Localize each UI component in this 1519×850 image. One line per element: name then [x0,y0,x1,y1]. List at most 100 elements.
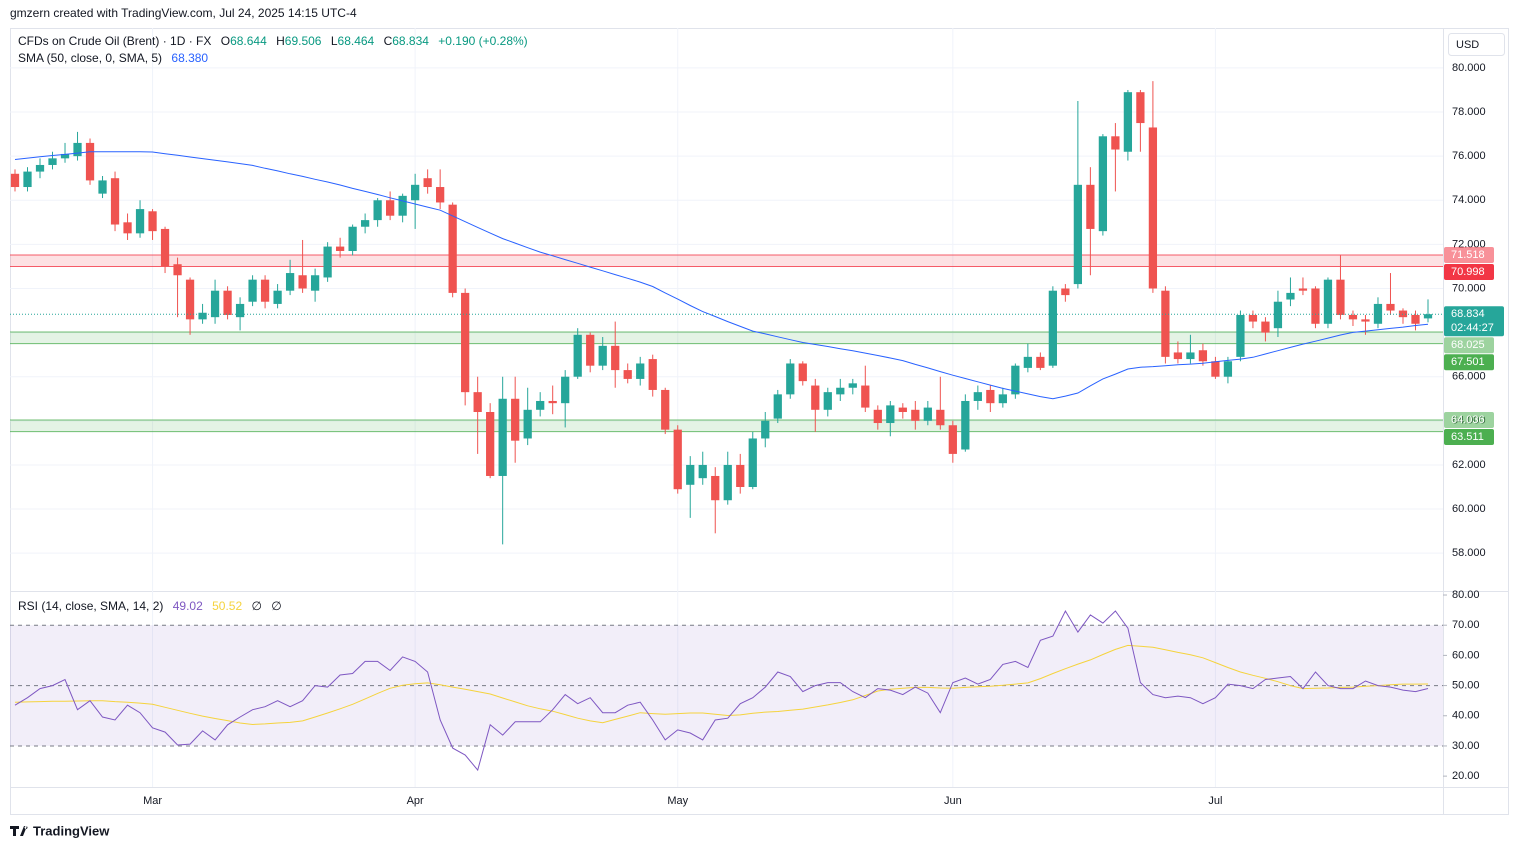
sma-line [14,151,1429,400]
candle-body [861,385,870,408]
zone-price-box [1444,429,1494,446]
candle-body [1048,290,1057,366]
candle-body [310,275,320,291]
candle-body [1123,92,1133,152]
legend-main: CFDs on Crude Oil (Brent) · 1D · FX O68.… [18,34,528,48]
candle-body [698,464,707,479]
y-tick-label: 62.000 [1452,459,1486,471]
zone-price-label: 68.025 [1451,339,1485,351]
candle-body [686,464,695,485]
candle-body [598,345,607,366]
y-tick-label: 50.00 [1452,679,1480,691]
candle-body [711,475,720,501]
candle-body [110,178,120,225]
candle-body [911,409,920,421]
sma-name: SMA (50, close, 0, SMA, 5) [18,51,162,65]
ohlc-value: 68.644 [230,34,267,48]
zone [10,332,1443,344]
candle-body [1198,350,1208,362]
candle-body [1023,356,1032,368]
zone [10,420,1443,432]
zone-price-box [1444,412,1494,429]
rsi-value: 49.02 [173,599,203,613]
ohlc-letter: H [276,34,285,48]
candle-body [973,392,982,401]
y-tick-label: 58.000 [1452,547,1486,559]
zone-price-box [1444,354,1494,371]
ohlc-letter: O [221,34,230,48]
currency[interactable]: USD [1456,39,1479,51]
candle-body [185,279,195,320]
candle-body [1136,92,1145,124]
candle-body [761,420,770,439]
candle-body [536,400,545,410]
candle-body [1223,361,1233,377]
candle-body [386,200,395,216]
candle-body [248,279,257,302]
candle-body [561,376,570,404]
candle-body [573,334,582,377]
x-tick-label: Jul [1208,795,1222,807]
candle-body [360,220,370,227]
candle-body [1186,352,1195,360]
logo-icon[interactable] [10,826,28,836]
candle-body [1323,279,1333,324]
candle-body [1061,288,1070,296]
candle-body [260,279,270,302]
legend-sma: SMA (50, close, 0, SMA, 5) 68.380 [18,51,208,65]
candle-body [548,400,557,404]
candle-body [1336,279,1345,315]
candle-body [1086,184,1095,229]
y-tick-label: 66.000 [1452,371,1486,383]
candle-body [873,409,882,424]
candle-body [998,394,1007,404]
logo[interactable]: TradingView [10,823,110,838]
logo-text[interactable]: TradingView [33,823,110,838]
candle-body [723,464,732,501]
rsi-extra: ∅ [271,599,281,613]
ohlc-letter: L [331,34,338,48]
candle-body [523,409,532,439]
candle-body [1373,303,1383,324]
candle-body [498,398,507,476]
candle-body [836,387,845,395]
candle-body [623,370,632,379]
candle-body [798,363,807,382]
candle-body [210,290,220,318]
x-tick-label: Mar [143,795,162,807]
y-tick-label: 80.00 [1452,589,1480,601]
candle-body [786,363,795,395]
sma-value: 68.380 [171,51,208,65]
candle-body [1073,184,1082,285]
candle-body [85,142,95,181]
candle-body [848,383,857,388]
currency-box[interactable] [1448,33,1505,56]
candle-body [273,290,282,304]
zone-price-label: 64.036 [1451,414,1485,426]
candle-body [611,345,620,371]
y-tick-label: 60.000 [1452,503,1486,515]
candle-body [135,209,145,234]
candle-body [473,392,482,413]
y-tick-label: 60.00 [1452,649,1480,661]
candle-body [1248,314,1258,322]
candle-body [10,173,20,188]
candle-body [1311,288,1320,324]
candle-body [923,407,932,421]
candle-body [636,363,645,379]
candle-body [486,412,495,476]
y-tick-label: 30.00 [1452,740,1480,752]
countdown: 02:44:27 [1451,322,1494,334]
zone-price-box [1444,247,1494,264]
candle-body [1211,361,1220,377]
candle-body [1273,301,1283,329]
ohlc-letter: C [384,34,393,48]
candle-body [436,187,445,203]
last-price-label: 68.834 [1451,308,1485,320]
zone-price-label: 63.511 [1451,431,1484,443]
candle-body [748,438,757,487]
candle-body [1286,292,1295,300]
candle-body [23,171,32,188]
